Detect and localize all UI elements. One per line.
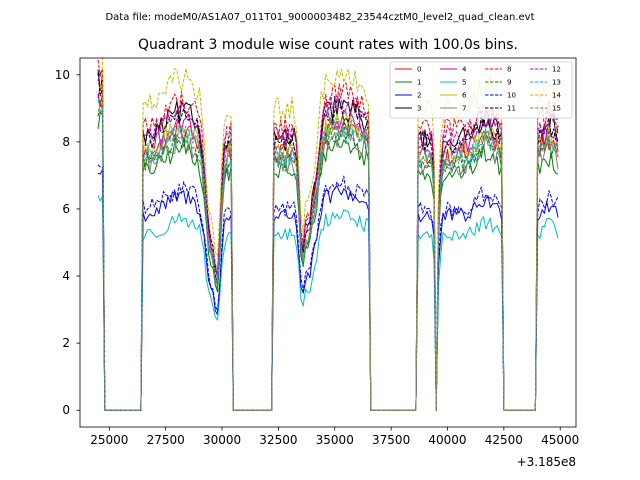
legend-label-9: 9 (507, 79, 511, 87)
x-tick-label: 37500 (372, 433, 410, 447)
legend-label-2: 2 (417, 92, 421, 100)
axes-group: 25000 27500 30000 32500 35000 37500 40000 42500… (55, 57, 579, 447)
legend-label-13: 13 (552, 79, 561, 87)
y-tick-label: 6 (62, 202, 70, 216)
legend-label-12: 12 (552, 66, 561, 74)
legend-label-11: 11 (507, 105, 516, 113)
plot-frame (79, 57, 577, 428)
legend-label-0: 0 (417, 66, 421, 74)
legend-label-6: 6 (462, 92, 467, 100)
series-line-9 (97, 100, 559, 411)
x-offset-label: +3.185e8 (517, 455, 576, 469)
x-tick-label: 25000 (90, 433, 128, 447)
x-tick-label: 30000 (203, 433, 241, 447)
y-tick-label: 10 (55, 68, 70, 82)
legend-label-10: 10 (507, 92, 516, 100)
x-tick-label: 35000 (316, 433, 354, 447)
x-tick-label: 40000 (428, 433, 466, 447)
series-line-14 (102, 58, 559, 411)
legend-label-5: 5 (462, 79, 466, 87)
series-line-1 (97, 111, 559, 411)
series-line-15 (97, 99, 559, 411)
legend-box (389, 61, 573, 119)
series-line-13 (97, 99, 559, 411)
chart-suptitle: Data file: modeM0/AS1A07_011T01_90000034… (105, 12, 534, 23)
legend-label-15: 15 (552, 105, 561, 113)
series-line-10 (97, 164, 559, 411)
y-tick-label: 0 (62, 403, 70, 417)
y-tick-label: 4 (62, 269, 70, 283)
series-line-7 (97, 110, 559, 411)
series-line-6 (97, 82, 559, 411)
series-line-2 (97, 169, 559, 411)
legend-label-1: 1 (417, 79, 421, 87)
legend-label-3: 3 (417, 105, 421, 113)
legend-label-8: 8 (507, 66, 511, 74)
series-line-11 (97, 72, 559, 411)
x-tick-label: 45000 (541, 433, 579, 447)
x-tick-label: 42500 (485, 433, 523, 447)
x-tick-label: 27500 (147, 433, 185, 447)
y-tick-label: 8 (62, 135, 70, 149)
legend-label-14: 14 (552, 92, 561, 100)
y-tick-label: 2 (62, 336, 70, 350)
legend-label-4: 4 (462, 66, 467, 74)
chart-title: Quadrant 3 module wise count rates with … (138, 37, 518, 53)
series-line-5 (97, 195, 559, 411)
legend-label-7: 7 (462, 105, 466, 113)
series-line-3 (97, 69, 559, 411)
x-tick-label: 32500 (259, 433, 297, 447)
